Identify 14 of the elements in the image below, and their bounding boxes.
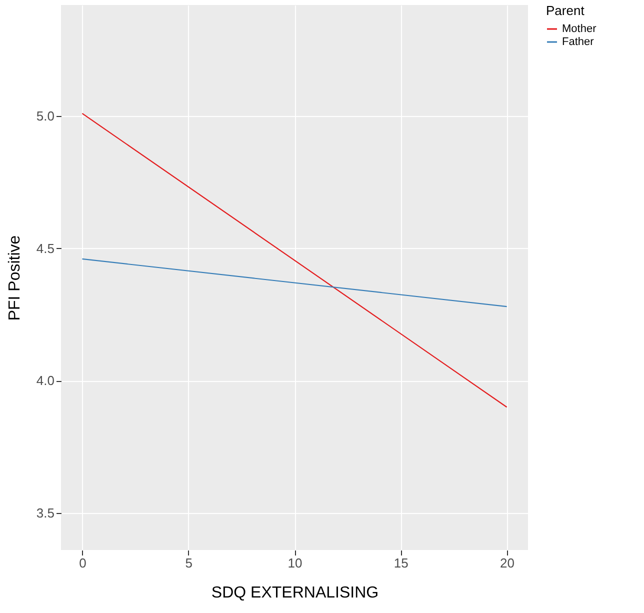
y-tick-label: 4.5: [36, 240, 54, 256]
x-tick-label: 0: [79, 556, 86, 570]
x-tick-label: 15: [394, 556, 408, 570]
x-axis-title: SDQ EXTERNALISING: [211, 584, 379, 602]
y-tick-label: 3.5: [36, 505, 54, 520]
x-tick-label: 5: [185, 556, 192, 570]
y-tick-label: 5.0: [36, 108, 54, 124]
x-tick-label: 10: [288, 556, 302, 570]
y-axis-title: PFI Positive: [6, 235, 24, 321]
legend-label: Mother: [562, 23, 597, 35]
y-tick-label: 4.0: [36, 373, 54, 388]
legend-label: Father: [562, 36, 594, 48]
legend-title: Parent: [546, 3, 585, 18]
x-tick-label: 20: [500, 556, 515, 570]
